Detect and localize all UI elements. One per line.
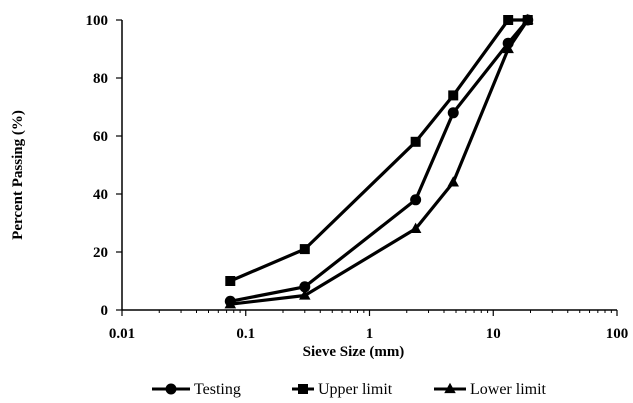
data-point <box>224 297 237 309</box>
series-line <box>230 19 530 306</box>
legend-marker <box>444 382 456 394</box>
legend-entry: Testing <box>152 381 241 398</box>
data-point <box>225 276 236 286</box>
data-point <box>410 194 422 206</box>
series-line <box>229 18 528 283</box>
y-axis-title: Percent Passing (%) <box>10 110 26 240</box>
legend-entry: Upper limit <box>292 381 393 398</box>
legend-entry: Lower limit <box>434 381 547 398</box>
data-point <box>409 222 422 233</box>
series-line <box>229 18 529 303</box>
data-point <box>447 107 459 119</box>
y-tick-label: 80 <box>93 71 108 87</box>
series-upper-limit <box>225 15 533 286</box>
y-tick-label: 100 <box>86 13 109 29</box>
x-ticks: 0.01 0.1 1 10 100 <box>109 310 628 342</box>
y-ticks: 0 20 40 60 80 100 <box>86 13 122 319</box>
data-point <box>502 42 514 54</box>
x-tick-label: 0.1 <box>236 326 255 342</box>
x-tick-label: 10 <box>486 326 501 342</box>
x-tick-label: 100 <box>606 326 629 342</box>
legend-label: Lower limit <box>470 381 547 398</box>
axes <box>121 20 617 311</box>
data-point <box>447 176 459 187</box>
y-tick-label: 40 <box>93 187 108 203</box>
x-tick-label: 1 <box>366 326 374 342</box>
data-point <box>448 90 459 101</box>
series-lower-limit <box>224 13 534 309</box>
data-point <box>299 244 310 255</box>
data-point <box>503 15 514 25</box>
y-tick-label: 60 <box>93 129 108 145</box>
data-point <box>299 289 311 300</box>
data-point <box>410 136 421 147</box>
legend: Testing Upper limit Lower limit <box>152 381 547 398</box>
legend-marker <box>298 384 308 394</box>
data-point <box>521 13 534 25</box>
series-layer <box>224 13 534 309</box>
y-tick-label: 20 <box>93 245 108 261</box>
y-tick-label: 0 <box>101 303 109 319</box>
legend-label: Testing <box>194 381 241 398</box>
data-point <box>299 281 311 293</box>
x-axis-title: Sieve Size (mm) <box>303 344 405 360</box>
x-tick-label: 0.01 <box>109 326 135 342</box>
legend-marker <box>165 383 177 395</box>
legend-label: Upper limit <box>318 381 393 398</box>
